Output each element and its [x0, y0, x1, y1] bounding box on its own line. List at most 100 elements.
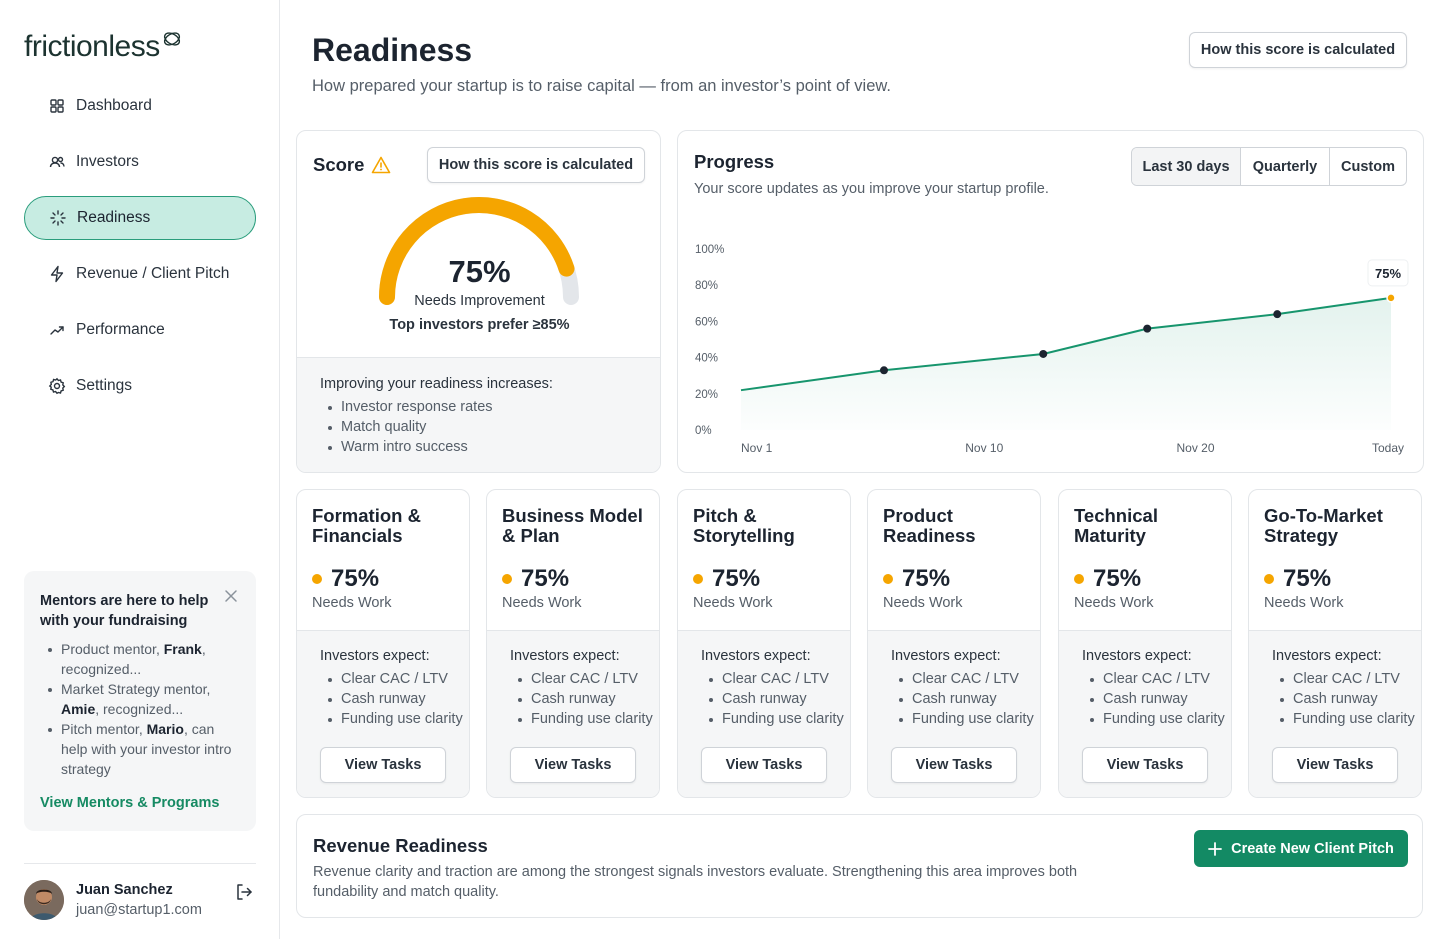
- last-value-label: 75%: [1375, 266, 1401, 281]
- view-tasks-button[interactable]: View Tasks: [320, 747, 446, 783]
- list-item: Clear CAC / LTV: [1272, 669, 1421, 689]
- series-area: [741, 297, 1391, 430]
- x-tick-label: Nov 20: [1177, 441, 1215, 455]
- category-score: 75%: [312, 565, 379, 593]
- expect-list: Clear CAC / LTV Cash runway Funding use …: [1272, 669, 1421, 729]
- mentors-title: Mentors are here to help with your fundr…: [40, 593, 209, 629]
- view-tasks-button[interactable]: View Tasks: [1082, 747, 1208, 783]
- avatar[interactable]: [24, 880, 64, 920]
- category-title: Technical Maturity: [1074, 505, 1158, 546]
- status-dot: [883, 574, 893, 584]
- range-custom[interactable]: Custom: [1341, 158, 1395, 175]
- y-tick-label: 60%: [695, 316, 718, 328]
- category-footer: Investors expect: Clear CAC / LTV Cash r…: [1059, 630, 1231, 797]
- list-item: Funding use clarity: [320, 709, 469, 729]
- expect-title: Investors expect:: [891, 648, 1001, 664]
- x-tick-label: Nov 10: [965, 441, 1003, 455]
- list-item: Cash runway: [510, 689, 659, 709]
- category-score: 75%: [1264, 565, 1331, 593]
- category-footer: Investors expect: Clear CAC / LTV Cash r…: [868, 630, 1040, 797]
- category-status: Needs Work: [1074, 595, 1154, 611]
- page-title: Readiness: [312, 32, 473, 68]
- category-score: 75%: [693, 565, 760, 593]
- range-last-30-days[interactable]: Last 30 days: [1132, 148, 1241, 185]
- list-item: Product mentor, Frank, recognized...: [40, 639, 240, 679]
- how-score-calculated-button[interactable]: How this score is calculated: [1189, 32, 1407, 68]
- page-subtitle: How prepared your startup is to raise ca…: [312, 77, 891, 95]
- category-status: Needs Work: [1264, 595, 1344, 611]
- mentors-card: Mentors are here to help with your fundr…: [24, 571, 256, 831]
- category-footer: Investors expect: Clear CAC / LTV Cash r…: [487, 630, 659, 797]
- sidebar-item-investors[interactable]: Investors: [24, 140, 256, 184]
- list-item: Clear CAC / LTV: [701, 669, 850, 689]
- data-point: [880, 366, 888, 375]
- sidebar-nav: Dashboard Investors Readiness Revenue / …: [24, 84, 256, 420]
- view-mentors-link[interactable]: View Mentors & Programs: [40, 795, 220, 811]
- sidebar-item-label: Investors: [76, 153, 139, 170]
- category-footer: Investors expect: Clear CAC / LTV Cash r…: [1249, 630, 1421, 797]
- close-icon[interactable]: [224, 589, 238, 603]
- category-card-business-model: Business Model & Plan 75% Needs Work Inv…: [486, 489, 660, 798]
- list-item: Match quality: [320, 417, 660, 437]
- score-status: Needs Improvement: [414, 293, 545, 309]
- category-title: Business Model & Plan: [502, 505, 643, 546]
- list-item: Funding use clarity: [510, 709, 659, 729]
- expect-title: Investors expect:: [1272, 648, 1382, 664]
- category-score: 75%: [1074, 565, 1141, 593]
- view-tasks-button[interactable]: View Tasks: [1272, 747, 1398, 783]
- y-tick-label: 80%: [695, 280, 718, 292]
- sidebar-item-revenue[interactable]: Revenue / Client Pitch: [24, 252, 256, 296]
- score-gauge: [379, 197, 579, 305]
- sidebar-item-label: Performance: [76, 321, 165, 338]
- sidebar-item-settings[interactable]: Settings: [24, 364, 256, 408]
- status-dot: [1074, 574, 1084, 584]
- sidebar-item-performance[interactable]: Performance: [24, 308, 256, 352]
- category-status: Needs Work: [883, 595, 963, 611]
- revenue-title: Revenue Readiness: [313, 835, 488, 856]
- category-card-formation: Formation & Financials 75% Needs Work In…: [296, 489, 470, 798]
- sidebar-item-dashboard[interactable]: Dashboard: [24, 84, 256, 128]
- view-tasks-button[interactable]: View Tasks: [701, 747, 827, 783]
- score-note: Top investors prefer ≥85%: [389, 317, 570, 333]
- status-dot: [502, 574, 512, 584]
- list-item: Warm intro success: [320, 437, 660, 457]
- list-item: Cash runway: [891, 689, 1040, 709]
- logout-icon[interactable]: [234, 882, 254, 902]
- list-item: Clear CAC / LTV: [1082, 669, 1231, 689]
- last-value-tooltip: [1367, 259, 1409, 287]
- list-item: Funding use clarity: [701, 709, 850, 729]
- y-tick-label: 40%: [695, 353, 718, 365]
- expect-title: Investors expect:: [320, 648, 430, 664]
- progress-card: Progress Your score updates as you impro…: [677, 130, 1424, 473]
- category-card-product: Product Readiness 75% Needs Work Investo…: [867, 489, 1041, 798]
- gear-icon: [48, 377, 66, 395]
- score-how-calculated-button[interactable]: How this score is calculated: [427, 147, 645, 183]
- status-dot: [693, 574, 703, 584]
- sidebar-item-readiness[interactable]: Readiness: [24, 196, 256, 240]
- revenue-readiness-card: Revenue Readiness Revenue clarity and tr…: [296, 814, 1423, 918]
- sidebar: frictionless Dashboard Investors Readine…: [0, 0, 280, 939]
- expect-title: Investors expect:: [701, 648, 811, 664]
- view-tasks-button[interactable]: View Tasks: [510, 747, 636, 783]
- y-tick-label: 20%: [695, 389, 718, 401]
- data-point: [1039, 349, 1048, 358]
- category-status: Needs Work: [693, 595, 773, 611]
- list-item: Clear CAC / LTV: [320, 669, 469, 689]
- list-item: Cash runway: [1082, 689, 1231, 709]
- main-content: Readiness How prepared your startup is t…: [280, 0, 1441, 939]
- list-item: Clear CAC / LTV: [510, 669, 659, 689]
- trending-up-icon: [50, 326, 64, 335]
- create-client-pitch-button[interactable]: Create New Client Pitch: [1194, 830, 1408, 867]
- view-tasks-button[interactable]: View Tasks: [891, 747, 1017, 783]
- list-item: Funding use clarity: [891, 709, 1040, 729]
- logo[interactable]: frictionless: [24, 30, 182, 64]
- grid-icon: [50, 99, 64, 113]
- expect-title: Investors expect:: [1082, 648, 1192, 664]
- x-tick-label: Today: [1372, 441, 1404, 455]
- status-dot: [1264, 574, 1274, 584]
- category-title: Product Readiness: [883, 505, 976, 546]
- category-status: Needs Work: [312, 595, 392, 611]
- range-quarterly[interactable]: Quarterly: [1241, 148, 1330, 185]
- progress-title: Progress: [694, 151, 775, 172]
